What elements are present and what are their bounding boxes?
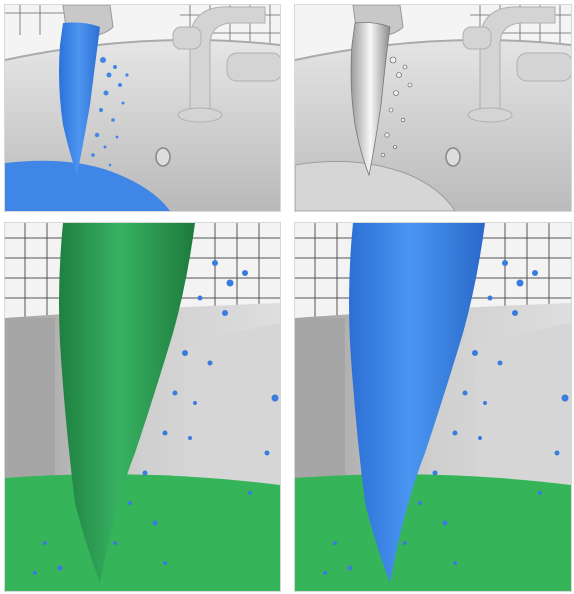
scene-bottom-left bbox=[5, 223, 280, 591]
overflow-drain bbox=[155, 147, 171, 167]
green-pool-bottom-right bbox=[295, 474, 571, 591]
clear-droplets bbox=[380, 56, 413, 158]
green-stream bbox=[59, 223, 195, 583]
blue-stream-bottom-right bbox=[349, 223, 485, 583]
clear-stream bbox=[350, 22, 391, 177]
blue-droplets bbox=[91, 57, 129, 167]
green-pool bbox=[5, 474, 280, 591]
blue-droplets-bottom-right bbox=[323, 260, 569, 575]
blue-pool bbox=[5, 160, 170, 211]
blue-droplets-bottom-left bbox=[33, 260, 279, 575]
panel-top-left-blue-pour bbox=[4, 4, 281, 212]
panel-bottom-left-green-stream bbox=[4, 222, 281, 592]
tub-rim bbox=[5, 39, 280, 61]
scene-bottom-right bbox=[295, 223, 571, 591]
panel-bottom-right-blue-stream bbox=[294, 222, 572, 592]
faucet-top-left bbox=[172, 6, 280, 123]
scene-top-left bbox=[5, 5, 280, 211]
blue-stream bbox=[59, 22, 100, 175]
scene-top-right bbox=[295, 5, 571, 211]
panel-top-right-clear-water bbox=[294, 4, 572, 212]
clear-pool bbox=[295, 160, 456, 211]
faucet-top-right bbox=[462, 6, 571, 123]
